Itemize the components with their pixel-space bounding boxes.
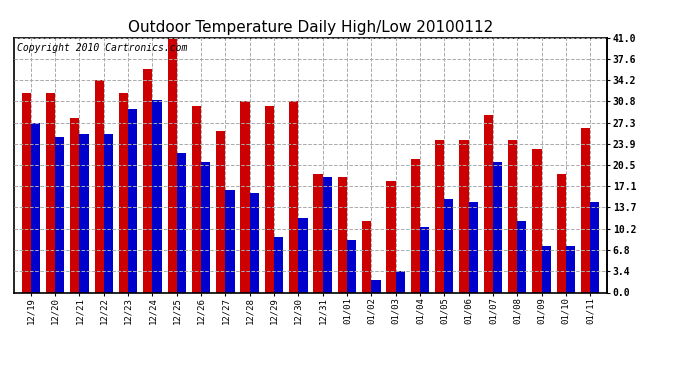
Bar	[435, 140, 444, 292]
Bar	[508, 140, 518, 292]
Bar	[484, 115, 493, 292]
Bar	[31, 123, 40, 292]
Bar	[216, 131, 226, 292]
Bar	[226, 190, 235, 292]
Bar	[469, 202, 477, 292]
Bar	[289, 101, 298, 292]
Bar	[411, 159, 420, 292]
Bar	[518, 221, 526, 292]
Bar	[104, 134, 113, 292]
Bar	[460, 140, 469, 292]
Bar	[313, 174, 323, 292]
Bar	[493, 162, 502, 292]
Bar	[240, 101, 250, 292]
Bar	[46, 93, 55, 292]
Bar	[70, 118, 79, 292]
Bar	[557, 174, 566, 292]
Bar	[542, 246, 551, 292]
Bar	[192, 106, 201, 292]
Bar	[323, 177, 332, 292]
Title: Outdoor Temperature Daily High/Low 20100112: Outdoor Temperature Daily High/Low 20100…	[128, 20, 493, 35]
Bar	[298, 218, 308, 292]
Bar	[581, 128, 590, 292]
Bar	[347, 240, 356, 292]
Bar	[250, 193, 259, 292]
Bar	[201, 162, 210, 292]
Bar	[590, 202, 600, 292]
Bar	[152, 100, 161, 292]
Bar	[395, 272, 405, 292]
Bar	[128, 109, 137, 292]
Bar	[177, 153, 186, 292]
Bar	[119, 93, 128, 292]
Bar	[168, 38, 177, 292]
Bar	[79, 134, 89, 292]
Bar	[95, 80, 103, 292]
Bar	[362, 221, 371, 292]
Bar	[55, 137, 64, 292]
Bar	[420, 227, 429, 292]
Bar	[371, 280, 381, 292]
Bar	[21, 93, 31, 292]
Bar	[532, 150, 542, 292]
Bar	[337, 177, 347, 292]
Bar	[444, 199, 453, 292]
Text: Copyright 2010 Cartronics.com: Copyright 2010 Cartronics.com	[17, 43, 187, 52]
Bar	[274, 237, 284, 292]
Bar	[386, 180, 395, 292]
Bar	[144, 69, 152, 292]
Bar	[265, 106, 274, 292]
Bar	[566, 246, 575, 292]
